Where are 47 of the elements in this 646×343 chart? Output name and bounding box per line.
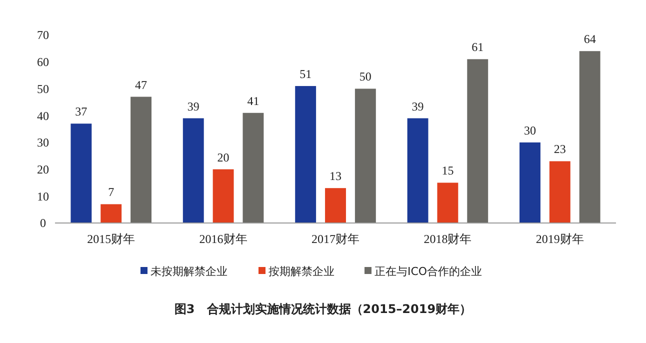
bar xyxy=(100,204,122,223)
y-tick-label: 40 xyxy=(37,108,49,123)
y-tick-label: 60 xyxy=(37,55,49,70)
data-label: 7 xyxy=(108,185,114,200)
data-label: 41 xyxy=(247,94,260,108)
legend-label: 正在与ICO合作的企业 xyxy=(374,264,482,278)
legend-label: 未按期解禁企业 xyxy=(150,264,228,278)
data-label: 30 xyxy=(524,123,536,138)
x-tick-label: 2018财年 xyxy=(424,232,472,246)
data-label: 13 xyxy=(330,169,342,184)
x-tick-label: 2017财年 xyxy=(312,232,360,246)
data-label: 39 xyxy=(412,99,424,114)
bar xyxy=(325,188,346,223)
data-label: 20 xyxy=(217,150,230,164)
text: 图3 合规计划实施情况统计数据（2015–2019财年） xyxy=(174,302,472,316)
x-tick-label: 2015财年 xyxy=(87,232,136,246)
bar xyxy=(467,59,488,223)
bar xyxy=(354,88,376,223)
y-tick-label: 50 xyxy=(37,82,49,96)
bar xyxy=(70,124,92,223)
y-tick-label: 0 xyxy=(40,216,46,230)
y-tick-label: 30 xyxy=(37,136,49,150)
bar xyxy=(549,161,570,223)
bar xyxy=(520,142,540,223)
data-label: 37 xyxy=(75,104,88,119)
y-tick-label: 10 xyxy=(37,189,49,204)
bar xyxy=(579,51,600,223)
x-tick-label: 2016财年 xyxy=(199,232,248,246)
data-label: 15 xyxy=(442,164,454,178)
bar xyxy=(437,182,458,223)
bar xyxy=(242,112,264,223)
bar xyxy=(130,96,152,223)
data-label: 47 xyxy=(135,78,148,92)
data-label: 50 xyxy=(359,70,372,84)
bar xyxy=(212,169,234,223)
data-label: 23 xyxy=(554,142,566,156)
data-label: 64 xyxy=(584,32,596,46)
data-label: 39 xyxy=(187,99,200,114)
legend-label: 按期解禁企业 xyxy=(268,264,334,278)
bar xyxy=(407,118,428,223)
x-tick-label: 2019财年 xyxy=(536,232,584,246)
data-label: 61 xyxy=(472,40,484,54)
bar xyxy=(295,86,316,223)
bar xyxy=(182,118,204,223)
y-tick-label: 70 xyxy=(37,28,49,42)
y-tick-label: 20 xyxy=(37,162,49,176)
data-label: 51 xyxy=(300,67,312,82)
